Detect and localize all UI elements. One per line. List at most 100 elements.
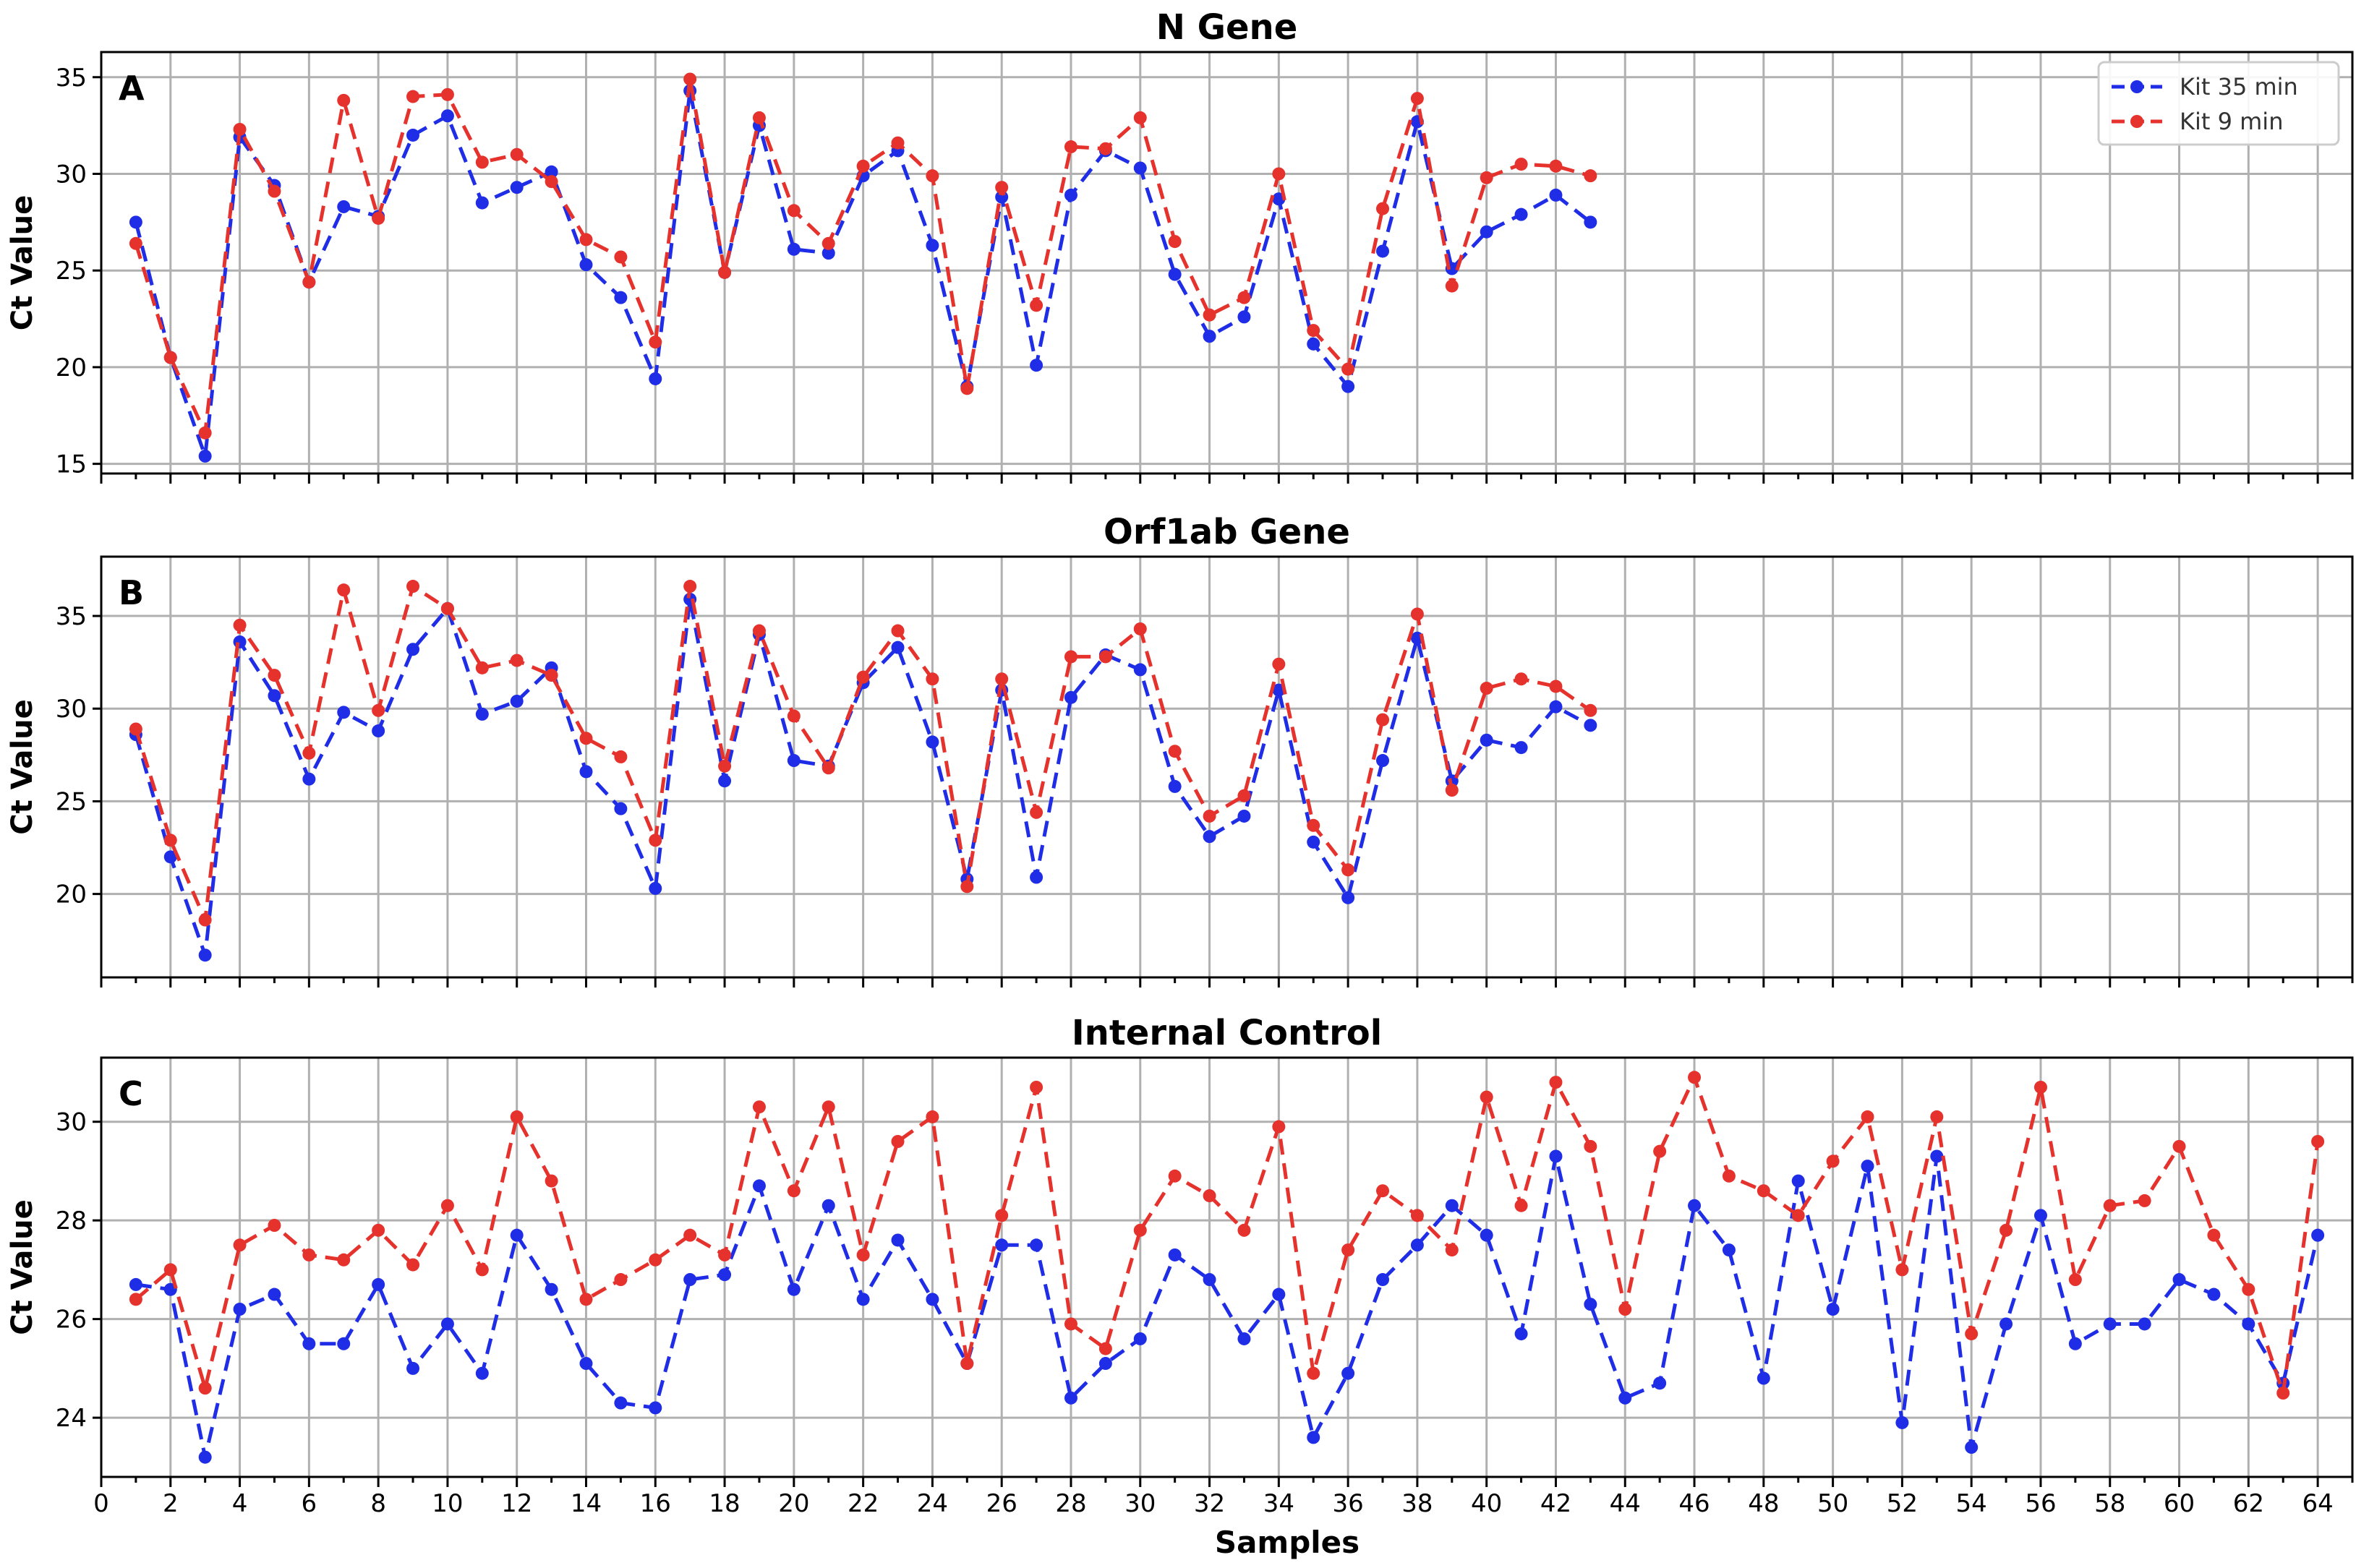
data-point xyxy=(649,1253,662,1267)
data-point xyxy=(2103,1317,2117,1331)
data-point xyxy=(1064,650,1077,664)
data-point xyxy=(926,1110,939,1123)
data-point xyxy=(1030,1238,1043,1252)
data-point xyxy=(1653,1376,1667,1390)
data-point xyxy=(475,155,489,169)
data-point xyxy=(1549,159,1563,173)
data-point xyxy=(1688,1199,1702,1212)
x-tick-label: 42 xyxy=(1540,1489,1571,1518)
data-point xyxy=(1203,809,1216,823)
data-point xyxy=(1722,1169,1736,1183)
data-point xyxy=(1999,1223,2013,1237)
data-point xyxy=(856,1248,870,1261)
data-point xyxy=(891,1135,905,1148)
data-point xyxy=(1203,830,1216,844)
data-point xyxy=(337,583,351,597)
data-point xyxy=(752,1100,766,1114)
data-point xyxy=(2207,1228,2221,1242)
x-tick-label: 46 xyxy=(1678,1489,1710,1518)
data-point xyxy=(926,1293,939,1306)
data-point xyxy=(406,90,420,103)
data-point xyxy=(1098,1342,1112,1355)
data-point xyxy=(510,1110,524,1123)
data-point xyxy=(1722,1243,1736,1257)
data-point xyxy=(233,122,247,136)
data-point xyxy=(545,175,558,189)
data-point xyxy=(995,1209,1009,1222)
grid xyxy=(100,52,2352,474)
data-point xyxy=(1098,1357,1112,1371)
data-point xyxy=(198,449,212,463)
data-point xyxy=(475,661,489,674)
data-point xyxy=(510,1228,524,1242)
y-tick-label: 35 xyxy=(56,64,87,93)
data-point xyxy=(1030,359,1043,372)
data-point xyxy=(1307,818,1320,832)
data-point xyxy=(1895,1415,1909,1429)
data-point xyxy=(1549,680,1563,693)
x-tick-label: 4 xyxy=(232,1489,248,1518)
data-point xyxy=(1237,1223,1251,1237)
y-tick-label: 28 xyxy=(56,1207,87,1235)
data-point xyxy=(406,580,420,594)
data-point xyxy=(614,291,628,304)
data-point xyxy=(1272,1120,1286,1134)
data-point xyxy=(1999,1317,2013,1331)
data-point xyxy=(337,1253,351,1267)
panel-letter: A xyxy=(119,69,145,108)
data-point xyxy=(2172,1139,2186,1153)
data-point xyxy=(1584,1298,1597,1311)
data-point xyxy=(1307,337,1320,351)
data-point xyxy=(1480,225,1493,239)
data-point xyxy=(614,802,628,815)
data-point xyxy=(1376,754,1390,768)
data-point xyxy=(1791,1209,1805,1222)
data-point xyxy=(1341,380,1355,393)
data-point xyxy=(1930,1149,1944,1163)
data-point xyxy=(302,275,316,289)
series-kit-35-min xyxy=(129,592,1597,962)
x-tick-label: 62 xyxy=(2233,1489,2264,1518)
data-point xyxy=(440,87,454,101)
data-point xyxy=(787,1184,801,1198)
y-ticks: 15 20 25 30 35 xyxy=(56,64,101,479)
data-point xyxy=(1307,324,1320,338)
data-point xyxy=(1133,622,1147,635)
data-point xyxy=(1584,703,1597,717)
data-point xyxy=(302,746,316,760)
plot-frame xyxy=(100,555,2354,979)
data-point xyxy=(752,111,766,124)
data-point xyxy=(1410,1209,1424,1222)
data-point xyxy=(1826,1154,1840,1168)
x-tick-label: 14 xyxy=(571,1489,602,1518)
x-axis-label: Samples xyxy=(1215,1525,1360,1560)
y-tick-label: 20 xyxy=(56,881,87,909)
data-point xyxy=(2311,1135,2325,1148)
data-point xyxy=(787,709,801,723)
data-point xyxy=(1030,299,1043,312)
data-point xyxy=(1168,235,1182,249)
data-point xyxy=(960,880,974,894)
y-axis-label: Ct Value xyxy=(6,1199,39,1334)
data-point xyxy=(1203,330,1216,343)
data-point xyxy=(2242,1317,2255,1331)
legend-marker xyxy=(2130,80,2143,93)
data-point xyxy=(821,1100,835,1114)
data-point xyxy=(2311,1228,2325,1242)
data-point xyxy=(821,1199,835,1212)
data-point xyxy=(372,1223,385,1237)
data-point xyxy=(926,169,939,183)
data-point xyxy=(510,181,524,194)
x-tick-label: 6 xyxy=(302,1489,317,1518)
data-point xyxy=(1376,202,1390,215)
y-tick-label: 25 xyxy=(56,787,87,816)
data-point xyxy=(406,1258,420,1272)
data-point xyxy=(1584,215,1597,229)
x-tick-label: 54 xyxy=(1956,1489,1987,1518)
data-point xyxy=(614,1273,628,1287)
data-point xyxy=(1549,1076,1563,1089)
data-point xyxy=(1237,291,1251,304)
series-kit-9-min xyxy=(129,580,1597,927)
x-tick-label: 52 xyxy=(1887,1489,1918,1518)
data-point xyxy=(891,1233,905,1247)
